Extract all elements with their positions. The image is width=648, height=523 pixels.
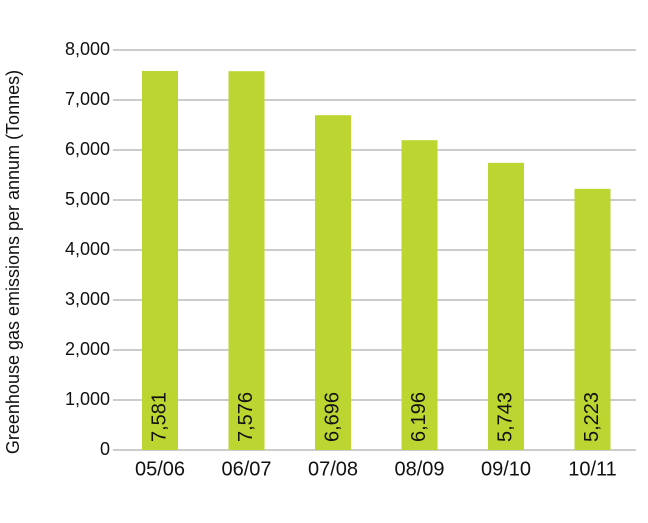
y-tick-label: 0 [100,439,110,459]
y-tick-label: 8,000 [65,39,110,59]
x-tick-label: 07/08 [308,458,358,480]
bar [574,188,611,450]
y-tick-label: 7,000 [65,89,110,109]
bar [228,71,265,450]
bar [142,70,178,450]
y-tick-label: 5,000 [65,189,110,209]
x-tick-label: 06/07 [221,458,271,480]
y-tick-label: 4,000 [65,239,110,259]
data-label: 7,581 [148,392,170,442]
bar [401,140,438,450]
y-tick-label: 6,000 [65,139,110,159]
bar [488,162,524,450]
y-tick-label: 2,000 [65,339,110,359]
x-tick-label: 05/06 [135,458,185,480]
bar [315,115,351,450]
data-label: 6,196 [408,392,430,442]
x-tick-label: 10/11 [568,458,617,480]
data-label: 7,576 [235,392,257,442]
x-tick-label: 09/10 [481,458,531,480]
x-tick-label: 08/09 [394,458,444,480]
y-tick-label: 3,000 [65,289,110,309]
data-label: 5,743 [494,392,516,442]
y-tick-label: 1,000 [65,389,110,409]
y-axis-title: Greenhouse gas emissions per annum (Tonn… [3,70,23,454]
data-label: 5,223 [581,392,603,442]
data-label: 6,696 [321,392,343,442]
